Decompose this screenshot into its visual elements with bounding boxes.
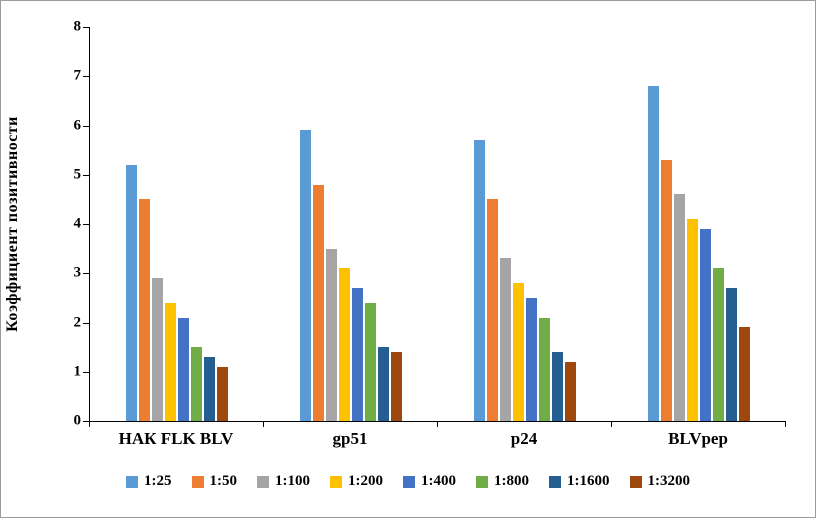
legend-label: 1:50 [209, 473, 238, 489]
legend-item-1-100: 1:100 [257, 473, 310, 490]
y-tick-label: 0 [73, 412, 82, 429]
bar-1-200-1 [165, 302, 176, 421]
x-category-label: НАК FLK BLV [118, 429, 234, 448]
y-tick-mark [83, 273, 89, 275]
legend-item-1-800: 1:800 [476, 473, 529, 490]
x-category-label: p24 [510, 429, 538, 448]
legend-swatch-icon [403, 475, 415, 488]
bar-series-container [90, 27, 786, 421]
bar-1-400-1 [178, 317, 189, 421]
bar-1-800-2 [365, 302, 376, 421]
legend-label: 1:400 [421, 473, 456, 489]
bar-1-3200-1 [217, 366, 228, 421]
legend-item-1-1600: 1:1600 [549, 473, 610, 490]
y-tick-mark [83, 27, 89, 28]
legend-label: 1:800 [494, 473, 529, 489]
y-tick-label: 5 [73, 166, 82, 183]
y-tick-mark [83, 174, 89, 176]
x-category-label: gp51 [332, 429, 368, 448]
y-tick-label: 1 [73, 363, 82, 380]
legend-swatch-icon [126, 475, 138, 488]
legend-label: 1:1600 [567, 473, 610, 489]
bar-1-1600-1 [204, 356, 215, 421]
legend-label: 1:25 [144, 473, 172, 489]
x-category-label: BLVpep [668, 429, 728, 448]
y-tick-label: 8 [73, 18, 82, 35]
x-tick-mark [611, 421, 612, 427]
bar-1-200-4 [687, 219, 698, 421]
x-axis-category-labels: НАК FLK BLV gp51 p24 BLVpep [89, 429, 785, 453]
bar-1-50-4 [661, 159, 672, 421]
bar-1-100-1 [152, 278, 163, 421]
bar-1-800-1 [191, 347, 202, 421]
bar-1-100-2 [326, 248, 337, 421]
y-tick-mark [83, 421, 89, 422]
y-tick-label: 6 [73, 117, 82, 133]
y-tick-mark [83, 224, 89, 225]
bar-1-200-3 [513, 283, 524, 421]
bar-1-100-4 [674, 194, 685, 421]
x-tick-mark [89, 421, 90, 427]
legend-item-1-3200: 1:3200 [629, 473, 691, 490]
bar-1-400-4 [700, 228, 711, 421]
y-tick-label: 3 [73, 264, 82, 281]
bar-1-1600-3 [552, 352, 563, 421]
bar-1-400-2 [352, 288, 363, 421]
bar-1-400-3 [526, 297, 537, 421]
y-tick-mark [83, 371, 89, 373]
bar-1-3200-2 [391, 352, 402, 421]
legend-item-1-25: 1:25 [126, 473, 172, 490]
bar-1-1600-4 [726, 288, 737, 421]
bar-1-25-3 [474, 140, 485, 421]
bar-1-800-4 [713, 268, 724, 421]
y-tick-label: 7 [73, 67, 82, 84]
y-tick-mark [83, 322, 89, 324]
bar-1-25-1 [126, 164, 137, 421]
bar-1-100-3 [500, 258, 511, 421]
legend-swatch-icon [549, 475, 561, 488]
bar-1-50-2 [313, 184, 324, 421]
x-tick-mark [263, 421, 264, 427]
y-axis-tick-labels: 0 1 2 3 4 5 6 7 8 [1, 19, 82, 429]
legend-label: 1:100 [275, 473, 310, 489]
legend-swatch-icon [476, 475, 488, 488]
y-tick-mark [83, 125, 89, 127]
legend-swatch-icon [191, 475, 204, 488]
legend-label: 1:200 [348, 473, 383, 489]
bar-1-200-2 [339, 268, 350, 421]
plot-area [89, 27, 786, 422]
bar-1-50-1 [139, 199, 150, 421]
y-tick-label: 2 [73, 314, 82, 330]
bar-1-25-2 [300, 130, 311, 421]
x-tick-mark [785, 421, 786, 427]
y-tick-label: 4 [73, 215, 82, 232]
legend-item-1-400: 1:400 [403, 473, 456, 490]
chart-legend: 1:25 1:50 1:100 1:200 1:400 1:800 1:1600 1:3200 [1, 473, 815, 490]
legend-swatch-icon [257, 475, 269, 488]
bar-1-25-4 [648, 86, 659, 421]
bar-1-800-3 [539, 317, 550, 421]
legend-item-1-50: 1:50 [191, 473, 238, 490]
bar-1-3200-3 [565, 361, 576, 421]
legend-swatch-icon [629, 475, 642, 488]
legend-label: 1:3200 [647, 473, 691, 489]
y-tick-mark [83, 76, 89, 78]
bar-1-1600-2 [378, 347, 389, 421]
x-tick-mark [437, 421, 438, 427]
legend-item-1-200: 1:200 [330, 473, 383, 490]
bar-1-3200-4 [739, 327, 750, 421]
bar-1-50-3 [487, 199, 498, 421]
legend-swatch-icon [330, 475, 342, 488]
